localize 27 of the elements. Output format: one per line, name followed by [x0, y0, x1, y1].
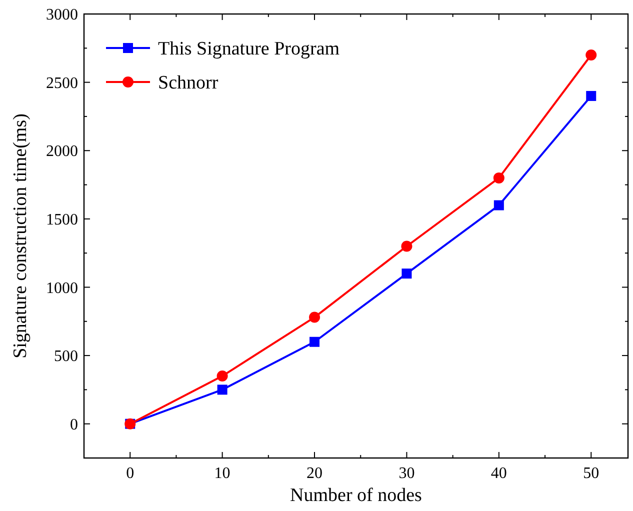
x-tick-label: 20: [306, 465, 323, 482]
point: [402, 268, 412, 279]
y-axis-title: Signature construction time(ms): [10, 114, 31, 358]
y-tick-label: 0: [70, 416, 78, 434]
legend-label: This Signature Program: [158, 38, 340, 60]
y-tick-label: 2500: [46, 74, 78, 92]
x-tick-label: 10: [214, 465, 230, 482]
point: [493, 172, 504, 184]
point: [494, 200, 504, 210]
y-tick-label: 1500: [46, 212, 78, 229]
y-tick-label: 3000: [46, 6, 78, 24]
x-tick-label: 0: [126, 465, 134, 482]
point: [401, 240, 412, 252]
legend-label: Schnorr: [158, 72, 219, 94]
point: [310, 336, 320, 347]
x-tick-label: 40: [490, 465, 507, 482]
y-tick-label: 1000: [46, 280, 78, 297]
point: [309, 312, 320, 323]
point: [216, 370, 228, 382]
x-tick-label: 50: [583, 465, 600, 482]
y-tick-label: 2000: [46, 143, 78, 160]
point: [586, 90, 596, 101]
point: [217, 384, 228, 395]
point: [586, 49, 597, 60]
x-tick-label: 30: [398, 465, 415, 482]
x-axis-title: Number of nodes: [290, 485, 422, 506]
y-tick-label: 500: [54, 348, 78, 366]
